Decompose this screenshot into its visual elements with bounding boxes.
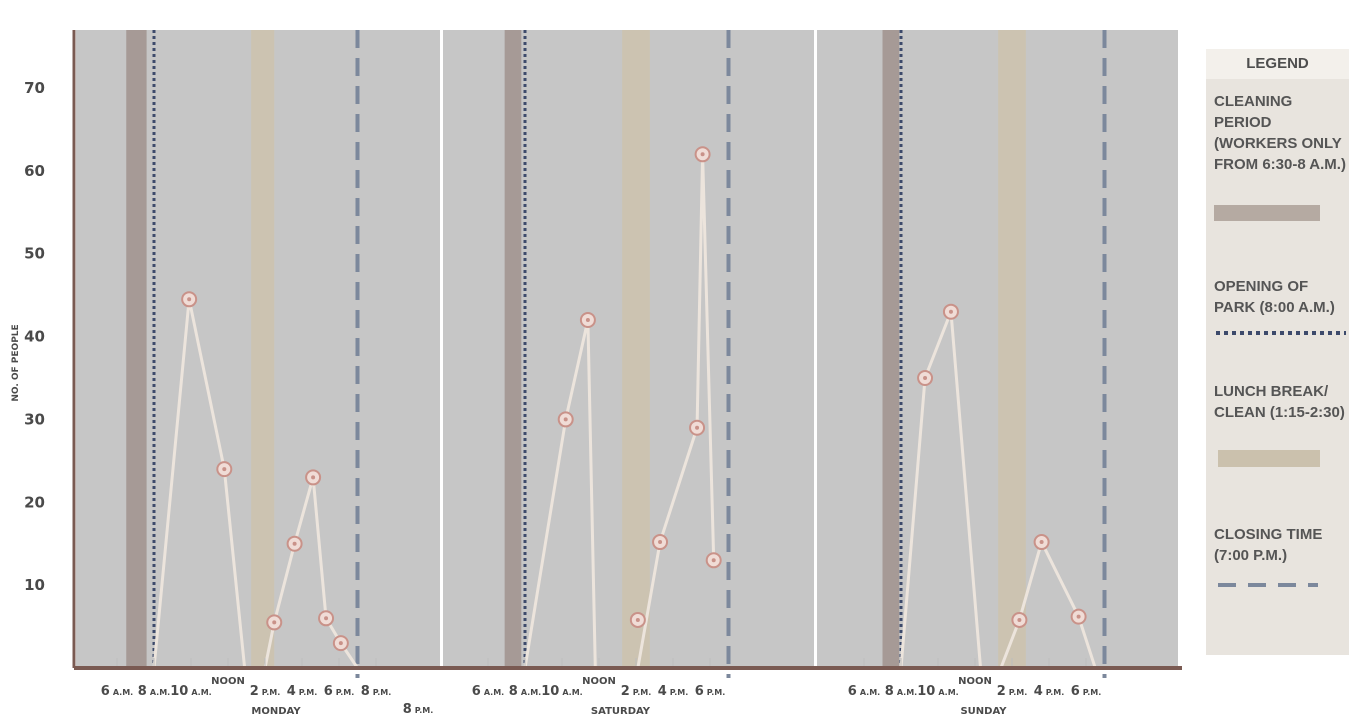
data-point bbox=[579, 312, 596, 328]
data-point bbox=[917, 370, 934, 386]
x-tick-label: 2 P.M. bbox=[997, 684, 1027, 699]
x-tick-label: 4 P.M. bbox=[287, 684, 317, 699]
data-point-center bbox=[658, 540, 663, 545]
legend-title: LEGEND bbox=[1206, 49, 1349, 79]
cleaning-period-band bbox=[504, 30, 522, 668]
data-point-center bbox=[1017, 617, 1022, 622]
lunch-break-band bbox=[251, 30, 275, 668]
y-tick-label: 70 bbox=[24, 79, 45, 97]
legend-swatch-cleaning bbox=[1214, 205, 1320, 221]
x-tick-label: 4 P.M. bbox=[1034, 684, 1064, 699]
x-tick-label: 8 A.M. bbox=[885, 684, 917, 699]
data-point-center bbox=[1076, 614, 1081, 619]
y-tick-label: 40 bbox=[24, 328, 45, 346]
data-point-center bbox=[311, 475, 316, 480]
x-tick-label: 10 A.M. bbox=[170, 684, 211, 699]
data-point bbox=[305, 469, 322, 486]
cleaning-period-band bbox=[882, 30, 900, 668]
data-point bbox=[629, 611, 646, 628]
data-point-center bbox=[324, 616, 329, 621]
data-point bbox=[1033, 534, 1050, 551]
data-point-center bbox=[272, 620, 277, 625]
data-point-center bbox=[923, 376, 928, 380]
legend-swatch-opening bbox=[1216, 331, 1346, 335]
lunch-break-band bbox=[622, 30, 650, 668]
x-tick-label: 6 P.M. bbox=[1071, 684, 1101, 699]
data-point bbox=[1070, 608, 1087, 625]
legend-item-closing-label: CLOSING TIME (7:00 P.M.) bbox=[1214, 526, 1323, 564]
data-point bbox=[689, 419, 706, 436]
x-tick-label: 10 A.M. bbox=[917, 684, 958, 699]
x-tick-label: 4 P.M. bbox=[658, 684, 688, 699]
data-point-center bbox=[635, 617, 640, 622]
data-point-center bbox=[711, 558, 716, 563]
y-axis-label: NO. OF PEOPLE bbox=[11, 324, 21, 401]
data-point bbox=[318, 610, 335, 627]
data-point bbox=[557, 411, 574, 428]
data-point-center bbox=[222, 467, 227, 472]
data-point bbox=[266, 614, 283, 631]
legend-swatch-closing bbox=[1218, 583, 1318, 587]
x-tick-label: 6 A.M. bbox=[472, 684, 504, 699]
data-point-center bbox=[585, 318, 590, 322]
x-tick-label: 8 A.M. bbox=[138, 684, 170, 699]
x-tick-label: 6 P.M. bbox=[324, 684, 354, 699]
x-tick-label: 8 P.M. bbox=[361, 684, 391, 699]
cleaning-period-band bbox=[126, 30, 147, 668]
data-point-center bbox=[338, 641, 343, 646]
panel-saturday: 6 A.M. 8 A.M. 10 A.M.NOON 2 P.M. 4 P.M. 6 P.M. SATUR… bbox=[443, 30, 814, 717]
day-label: SATURDAY bbox=[591, 706, 651, 717]
legend-item-opening-label: OPENING OF PARK (8:00 A.M.) bbox=[1214, 278, 1335, 316]
data-point-center bbox=[292, 541, 297, 546]
x-tick-label: 2 P.M. bbox=[621, 684, 651, 699]
legend-item-cleaning-label: CLEANING PERIOD (WORKERS ONLY FROM 6:30-… bbox=[1214, 93, 1346, 173]
y-tick-label: 10 bbox=[24, 576, 45, 594]
x-tick-label: 10 A.M. bbox=[541, 684, 582, 699]
x-tick-label: 6 A.M. bbox=[101, 684, 133, 699]
lunch-break-band bbox=[998, 30, 1026, 668]
data-point-center bbox=[187, 297, 192, 302]
legend: LEGEND CLEANING PERIOD (WORKERS ONLY FRO… bbox=[1206, 49, 1349, 655]
data-point-center bbox=[948, 309, 953, 314]
legend-item-lunch-label: LUNCH BREAK/ CLEAN (1:15-2:30) bbox=[1214, 383, 1345, 421]
data-point-center bbox=[563, 417, 568, 422]
x-tick-label: 6 P.M. bbox=[695, 684, 725, 699]
day-label: SUNDAY bbox=[960, 706, 1007, 717]
data-point bbox=[705, 552, 722, 569]
panel-background bbox=[817, 30, 1178, 668]
x-tick-label: NOON bbox=[582, 676, 616, 687]
day-label: MONDAY bbox=[251, 706, 301, 717]
x-tick-label: 6 A.M. bbox=[848, 684, 880, 699]
data-point bbox=[286, 535, 303, 552]
data-point bbox=[942, 303, 959, 320]
data-point bbox=[694, 146, 711, 163]
data-point bbox=[181, 291, 198, 308]
data-point-center bbox=[1039, 540, 1044, 545]
x-tick-label-extra: 8 P.M. bbox=[403, 702, 433, 717]
panel-monday: 6 A.M. 8 A.M. 10 A.M.NOON 2 P.M. 4 P.M. 6 P.M. 8 P.M.… bbox=[76, 30, 440, 717]
data-point bbox=[216, 461, 233, 478]
x-tick-label: 8 A.M. bbox=[509, 684, 541, 699]
data-point bbox=[652, 534, 669, 551]
y-tick-label: 30 bbox=[24, 410, 45, 428]
data-point bbox=[332, 635, 349, 652]
data-point bbox=[1011, 611, 1028, 628]
y-tick-label: 20 bbox=[24, 493, 45, 511]
legend-swatch-lunch bbox=[1218, 450, 1320, 467]
x-tick-label: NOON bbox=[211, 676, 245, 687]
x-tick-label: 2 P.M. bbox=[250, 684, 280, 699]
data-point-center bbox=[695, 425, 700, 430]
x-tick-label: NOON bbox=[958, 676, 992, 687]
y-tick-label: 50 bbox=[24, 245, 45, 263]
panel-sunday: 6 A.M. 8 A.M. 10 A.M.NOON 2 P.M. 4 P.M. 6 P.M. SUNDA… bbox=[817, 30, 1178, 717]
y-tick-label: 60 bbox=[24, 162, 45, 180]
data-point-center bbox=[700, 152, 705, 157]
